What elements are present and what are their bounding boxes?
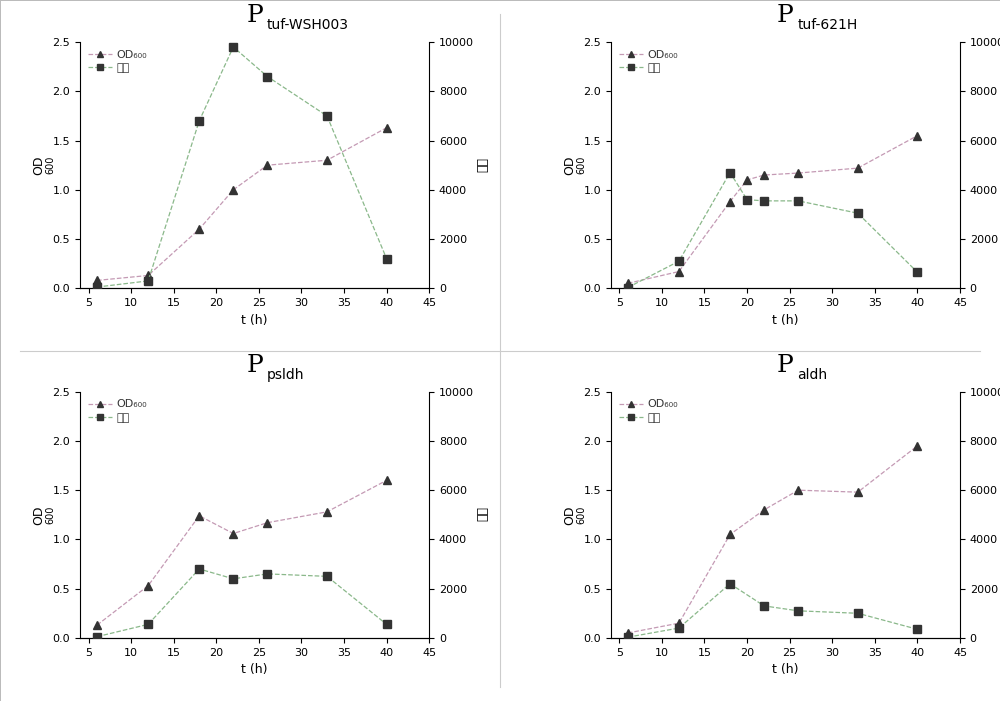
Text: P: P bbox=[777, 4, 794, 27]
Legend: OD₆₀₀, 荧光: OD₆₀₀, 荧光 bbox=[616, 48, 680, 76]
Text: P: P bbox=[777, 354, 794, 377]
Text: psldh: psldh bbox=[267, 368, 304, 382]
Text: OD: OD bbox=[32, 505, 45, 524]
Legend: OD₆₀₀, 荧光: OD₆₀₀, 荧光 bbox=[86, 48, 150, 76]
Y-axis label: 荧光: 荧光 bbox=[475, 158, 488, 172]
X-axis label: t (h): t (h) bbox=[241, 313, 268, 327]
Y-axis label: 荧光: 荧光 bbox=[475, 508, 488, 522]
Text: 600: 600 bbox=[576, 156, 586, 175]
Text: tuf-621H: tuf-621H bbox=[798, 18, 858, 32]
Text: P: P bbox=[246, 354, 263, 377]
Text: OD: OD bbox=[563, 505, 576, 524]
Text: aldh: aldh bbox=[798, 368, 828, 382]
X-axis label: t (h): t (h) bbox=[241, 663, 268, 676]
Text: OD: OD bbox=[32, 156, 45, 175]
Text: P: P bbox=[246, 4, 263, 27]
Text: 600: 600 bbox=[46, 505, 56, 524]
Legend: OD₆₀₀, 荧光: OD₆₀₀, 荧光 bbox=[616, 397, 680, 425]
Text: 600: 600 bbox=[576, 505, 586, 524]
X-axis label: t (h): t (h) bbox=[772, 313, 799, 327]
X-axis label: t (h): t (h) bbox=[772, 663, 799, 676]
Text: tuf-WSH003: tuf-WSH003 bbox=[267, 18, 349, 32]
Text: OD: OD bbox=[563, 156, 576, 175]
Legend: OD₆₀₀, 荧光: OD₆₀₀, 荧光 bbox=[86, 397, 150, 425]
Text: 600: 600 bbox=[46, 156, 56, 175]
